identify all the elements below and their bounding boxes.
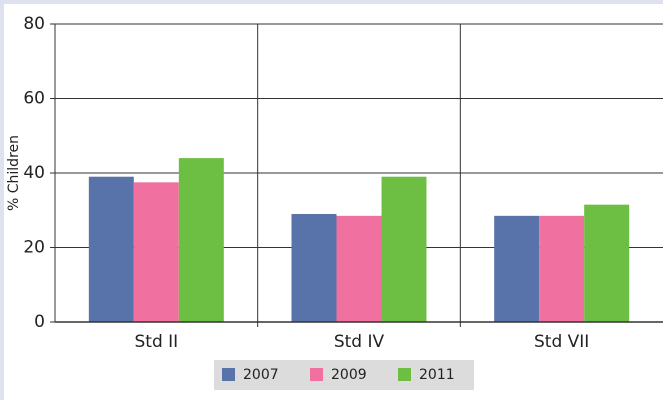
bar	[178, 158, 224, 322]
legend-swatch	[398, 368, 411, 381]
bar	[381, 176, 427, 322]
x-tick-label: Std IV	[334, 332, 385, 352]
y-tick-label: 60	[23, 89, 45, 109]
legend-label: 2007	[243, 367, 279, 383]
bar	[291, 213, 337, 322]
y-tick-label: 0	[34, 312, 45, 332]
x-tick-label: Std VII	[534, 332, 589, 352]
y-axis-label: % Children	[6, 135, 22, 211]
bar	[336, 215, 382, 322]
y-tick-label: 80	[23, 14, 45, 34]
bar	[88, 176, 134, 322]
bar	[584, 204, 630, 322]
x-tick-label: Std II	[134, 332, 178, 352]
legend-label: 2011	[419, 367, 455, 383]
bar	[133, 182, 179, 322]
y-tick-label: 20	[23, 238, 45, 258]
bar	[539, 215, 585, 322]
legend-swatch	[310, 368, 323, 381]
legend-label: 2009	[331, 367, 367, 383]
legend-swatch	[222, 368, 235, 381]
y-tick-label: 40	[23, 163, 45, 183]
legend-box	[214, 360, 474, 390]
bar	[494, 215, 540, 322]
